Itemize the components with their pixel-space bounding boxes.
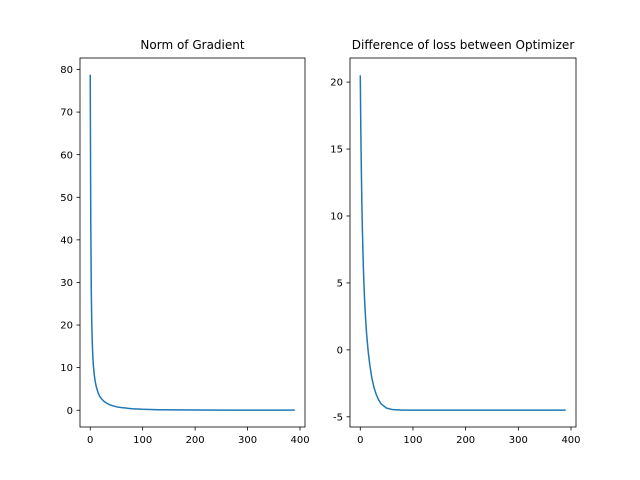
y-tick-label: 50 [60, 193, 73, 204]
tick-group: 0 100 200 300 400 0 10 20 30 40 50 60 70 80 [60, 65, 309, 446]
subplot-difference-of-loss: Difference of loss between Optimizer 0 10… [330, 38, 580, 446]
subplot-norm-of-gradient: Norm of Gradient 0 100 200 300 400 0 10 20 30 40 5… [60, 38, 309, 446]
y-tick-label: 70 [60, 108, 73, 119]
x-tick-label: 200 [456, 435, 475, 446]
axes-frame [349, 57, 577, 428]
y-tick-label: 0 [337, 345, 343, 356]
y-tick-label: 80 [60, 65, 73, 76]
y-tick-label: 10 [60, 363, 73, 374]
y-tick-label: 20 [60, 321, 73, 332]
x-tick-label: 200 [186, 435, 205, 446]
x-tick-label: 400 [290, 435, 309, 446]
y-tick-label: 60 [60, 150, 73, 161]
series-line [89, 74, 295, 411]
y-tick-label: 5 [337, 279, 343, 290]
series-layer [89, 74, 295, 411]
y-tick-label: 15 [330, 145, 343, 156]
y-tick-label: 30 [60, 278, 73, 289]
x-tick-label: 100 [403, 435, 422, 446]
series-line [359, 75, 566, 411]
x-tick-label: 300 [509, 435, 528, 446]
x-tick-label: 0 [87, 435, 93, 446]
x-tick-label: 300 [238, 435, 257, 446]
y-tick-label: 20 [330, 78, 343, 89]
x-tick-label: 100 [133, 435, 152, 446]
x-tick-label: 0 [357, 435, 363, 446]
y-tick-label: 40 [60, 235, 73, 246]
series-layer [359, 75, 566, 411]
y-tick-label: 0 [67, 406, 73, 417]
subplot-title: Norm of Gradient [140, 38, 244, 52]
tick-group: 0 100 200 300 400 -5 0 5 10 15 20 [330, 78, 580, 446]
y-tick-label: -5 [333, 412, 343, 423]
x-tick-label: 400 [561, 435, 580, 446]
y-tick-label: 10 [330, 212, 343, 223]
subplot-title: Difference of loss between Optimizer [352, 38, 575, 52]
axes-frame [79, 57, 306, 428]
